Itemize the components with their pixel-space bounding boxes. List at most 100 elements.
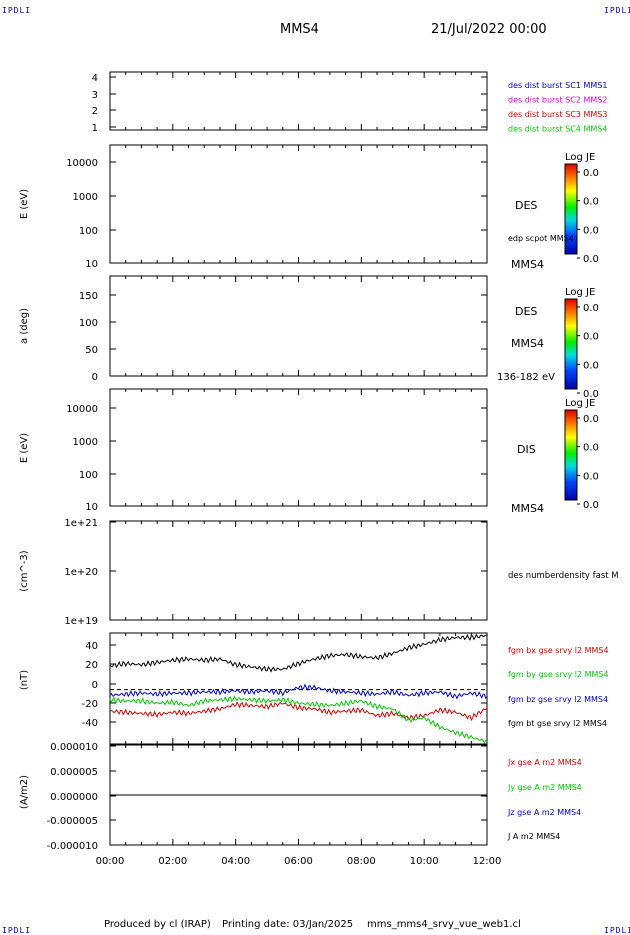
- y-tick-label: 1000: [73, 192, 98, 203]
- y-axis-label: (A/m2): [19, 775, 30, 809]
- colorbar-tick-label: 0.0: [583, 197, 599, 208]
- colorbar-tick-label: 0.0: [583, 360, 599, 371]
- corner-label-bottom-right: IPDLI: [604, 926, 630, 935]
- x-tick-label: 04:00: [221, 856, 250, 867]
- y-tick-label: 10000: [66, 158, 98, 169]
- spacecraft-title: MMS4: [280, 22, 319, 37]
- panel-frame-burst-flags: [109, 71, 488, 131]
- colorbar-label: Log JE: [565, 152, 595, 163]
- series-legend-label: fgm bt gse srvy l2 MMS4: [508, 719, 607, 728]
- series-legend-label: J A m2 MMS4: [507, 832, 560, 841]
- y-tick-label: 100: [79, 226, 98, 237]
- colorbar-tick-label: 0.0: [583, 500, 599, 511]
- y-tick-label: 4: [92, 73, 98, 84]
- colorbar-tick-label: 0.0: [583, 225, 599, 236]
- burst-label: des dist burst SC3 MMS3: [508, 110, 607, 119]
- spacecraft-label: MMS4: [511, 502, 544, 515]
- corner-label-top-right: IPDLI: [604, 6, 630, 15]
- footer-printing-date: Printing date: 03/Jan/2025: [222, 919, 354, 930]
- series-legend-label: Jy gse A m2 MMS4: [507, 783, 582, 792]
- panel-frame-des-pitch-angle: [109, 275, 488, 377]
- colorbar-tick-label: 0.0: [583, 471, 599, 482]
- colorbar-tick-label: 0.0: [583, 332, 599, 343]
- y-tick-label: 1e+19: [64, 616, 98, 627]
- footer-filename: mms_mms4_srvy_vue_web1.cl: [367, 919, 521, 930]
- colorbar-label: Log JE: [565, 287, 595, 298]
- series-line-1: [109, 695, 488, 744]
- spacecraft-label: MMS4: [511, 337, 544, 350]
- series-legend-label: fgm bx gse srvy l2 MMS4: [508, 646, 609, 655]
- burst-label: des dist burst SC4 MMS4: [508, 125, 607, 134]
- colorbar: [564, 298, 578, 390]
- y-tick-label: -0.000005: [47, 816, 98, 827]
- y-tick-label: 0.000010: [50, 742, 98, 753]
- colorbar-tick-label: 0.0: [583, 389, 599, 400]
- footer-produced: Produced by cl (IRAP): [104, 919, 211, 930]
- y-axis-label: (nT): [19, 670, 30, 690]
- colorbar: [564, 409, 578, 501]
- y-axis-label: E (eV): [19, 433, 30, 463]
- y-tick-label: 0: [92, 372, 98, 383]
- panel-frame-number-density: [109, 520, 488, 621]
- y-tick-label: -0.000010: [47, 841, 98, 852]
- series-legend-label: fgm bz gse srvy l2 MMS4: [508, 695, 608, 704]
- y-tick-label: -20: [82, 699, 98, 710]
- y-tick-label: -40: [82, 718, 98, 729]
- y-tick-label: 100: [79, 470, 98, 481]
- panel-frame-dis-energy-spectrogram: [109, 388, 488, 507]
- corner-label-bottom-left: IPDLI: [2, 926, 32, 935]
- x-tick-label: 06:00: [284, 856, 313, 867]
- colorbar-tick-label: 0.0: [583, 414, 599, 425]
- x-tick-label: 12:00: [473, 856, 502, 867]
- y-tick-label: 100: [79, 318, 98, 329]
- y-tick-label: 10: [85, 259, 98, 270]
- y-tick-label: 50: [85, 345, 98, 356]
- y-tick-label: 1e+20: [64, 567, 98, 578]
- spacecraft-label: MMS4: [511, 258, 544, 271]
- y-tick-label: 1000: [73, 437, 98, 448]
- y-tick-label: 10000: [66, 404, 98, 415]
- x-tick-label: 08:00: [347, 856, 376, 867]
- series-line-0: [109, 701, 488, 722]
- density-label: des numberdensity fast M: [508, 571, 619, 581]
- y-tick-label: 1: [92, 123, 98, 134]
- colorbar: [564, 163, 578, 255]
- y-tick-label: 40: [85, 641, 98, 652]
- y-tick-label: 0: [92, 680, 98, 691]
- colorbar-label: Log JE: [565, 398, 595, 409]
- instrument-label: DIS: [517, 443, 536, 456]
- y-tick-label: 150: [79, 291, 98, 302]
- panel-frame-des-energy-spectrogram: [109, 144, 488, 264]
- series-legend-label: Jx gse A m2 MMS4: [507, 758, 582, 767]
- x-tick-label: 10:00: [410, 856, 439, 867]
- instrument-label: DES: [515, 305, 537, 318]
- series-line-3: [109, 633, 487, 673]
- series-legend-label: fgm by gse srvy l2 MMS4: [508, 670, 609, 679]
- x-tick-label: 02:00: [158, 856, 187, 867]
- scpot-label: edp scpot MMS4: [508, 234, 574, 243]
- corner-label-top-left: IPDLI: [2, 6, 32, 15]
- instrument-label: DES: [515, 199, 537, 212]
- y-tick-label: 1e+21: [64, 518, 98, 529]
- colorbar-tick-label: 0.0: [583, 303, 599, 314]
- burst-label: des dist burst SC1 MMS1: [508, 81, 607, 90]
- series-legend-label: Jz gse A m2 MMS4: [507, 808, 581, 817]
- date-title: 21/Jul/2022 00:00: [431, 22, 547, 37]
- y-tick-label: 20: [85, 660, 98, 671]
- y-tick-label: 3: [92, 90, 98, 101]
- y-tick-label: 0.000000: [50, 792, 98, 803]
- series-line-2: [109, 683, 488, 700]
- y-axis-label: (cm^-3): [19, 550, 30, 591]
- y-tick-label: 2: [92, 106, 98, 117]
- energy-range-label: 136-182 eV: [497, 372, 555, 383]
- y-tick-label: 10: [85, 502, 98, 513]
- colorbar-tick-label: 0.0: [583, 443, 599, 454]
- colorbar-tick-label: 0.0: [583, 168, 599, 179]
- y-axis-label: E (eV): [19, 189, 30, 219]
- x-tick-label: 00:00: [96, 856, 125, 867]
- y-tick-label: 0.000005: [50, 767, 98, 778]
- burst-label: des dist burst SC2 MMS2: [508, 96, 607, 105]
- colorbar-tick-label: 0.0: [583, 254, 599, 265]
- y-axis-label: a (deg): [19, 308, 30, 344]
